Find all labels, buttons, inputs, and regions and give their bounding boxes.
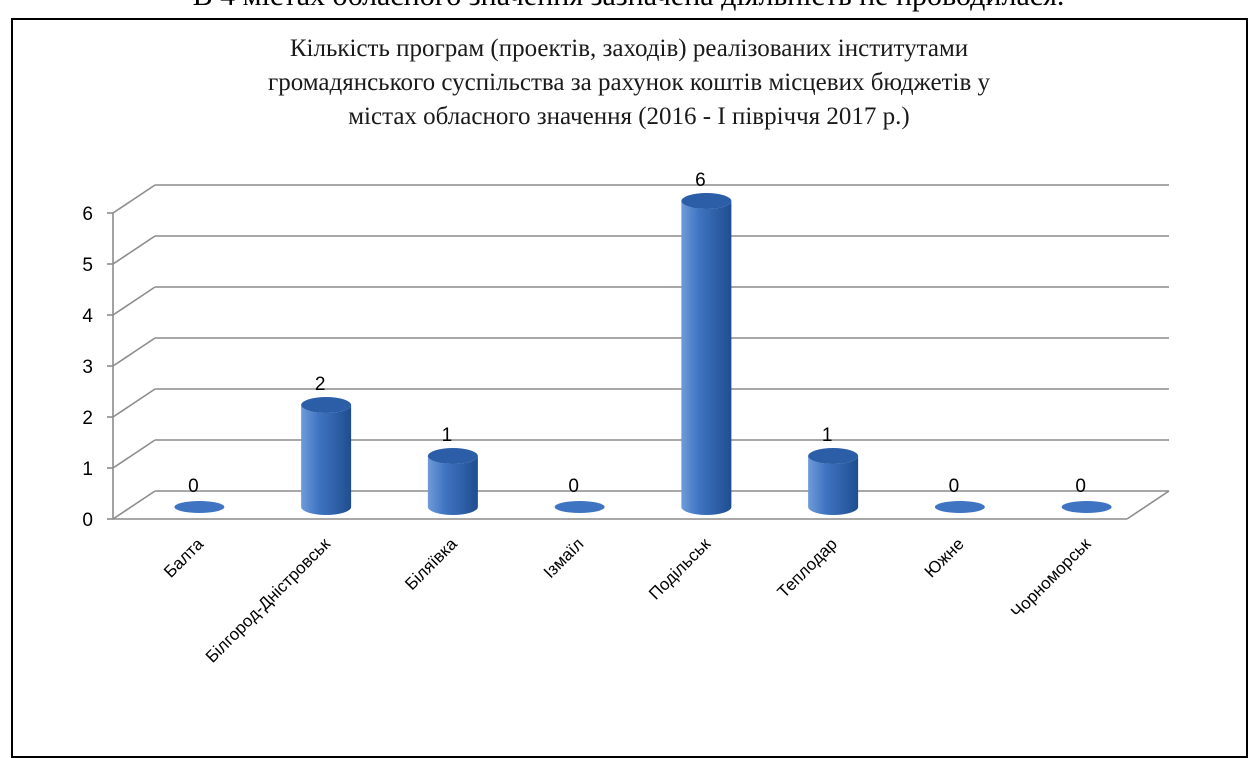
gridline-left (112, 439, 156, 469)
bar-zero-disc (554, 501, 605, 513)
x-category-label: Теплодар (774, 534, 841, 601)
x-category-label: Білгород-Дністровськ (202, 534, 334, 666)
chart-title: Кількість програм (проектів, заходів) ре… (268, 35, 991, 130)
floor-right-edge (1126, 490, 1170, 520)
data-label: 1 (442, 425, 453, 446)
top-text-fragment: В 4 містах обласного значення зазначена … (0, 0, 1257, 14)
bar-zero-disc (174, 501, 225, 513)
bar-body (427, 456, 478, 515)
bar-body (681, 201, 732, 515)
gridline-left (112, 388, 156, 418)
bar-zero-disc (1061, 501, 1112, 513)
y-tick-label: 3 (82, 357, 93, 378)
bar-top (301, 397, 352, 413)
y-tick-label: 1 (82, 459, 93, 480)
y-tick-label: 2 (82, 408, 93, 429)
data-label: 0 (949, 476, 960, 497)
data-labels: 0 2 1 0 6 1 0 0 (188, 170, 1086, 497)
bars (174, 193, 1112, 515)
gridline-left (112, 286, 156, 316)
chart-title-line: Кількість програм (проектів, заходів) ре… (290, 35, 968, 62)
gridline-left (112, 337, 156, 367)
bar-body (808, 456, 859, 515)
bar-top (681, 193, 732, 209)
y-tick-label: 6 (82, 204, 93, 225)
data-label: 2 (315, 374, 326, 395)
bar-top (808, 448, 859, 464)
gridline-left (112, 235, 156, 265)
y-tick-label: 5 (82, 255, 93, 276)
chart-frame (11, 18, 1248, 758)
data-label: 1 (822, 425, 833, 446)
chart-title-line: громадянського суспільства за рахунок ко… (268, 69, 991, 96)
data-label: 6 (695, 170, 706, 191)
data-label: 0 (1075, 476, 1086, 497)
data-label: 0 (568, 476, 579, 497)
bar-zero-disc (934, 501, 985, 513)
y-tick-label: 0 (82, 510, 93, 531)
x-category-label: Ізмаїл (540, 534, 588, 582)
gridline-left (112, 490, 156, 520)
x-category-label: Подільськ (645, 534, 714, 603)
chart-title-line: містах обласного значення (2016 - І півр… (348, 103, 910, 130)
bar-body (301, 405, 352, 515)
data-label: 0 (188, 476, 199, 497)
x-category-label: Балта (160, 534, 207, 581)
chart-grid (112, 184, 1170, 520)
bar-top (427, 448, 478, 464)
x-category-label: Біляївка (401, 534, 461, 594)
x-category-label: Чорноморськ (1007, 534, 1095, 622)
y-tick-label: 4 (82, 306, 93, 327)
y-axis-ticks: 0 1 2 3 4 5 6 (82, 204, 113, 531)
x-category-label: Южне (921, 534, 968, 581)
gridline-left (112, 184, 156, 214)
